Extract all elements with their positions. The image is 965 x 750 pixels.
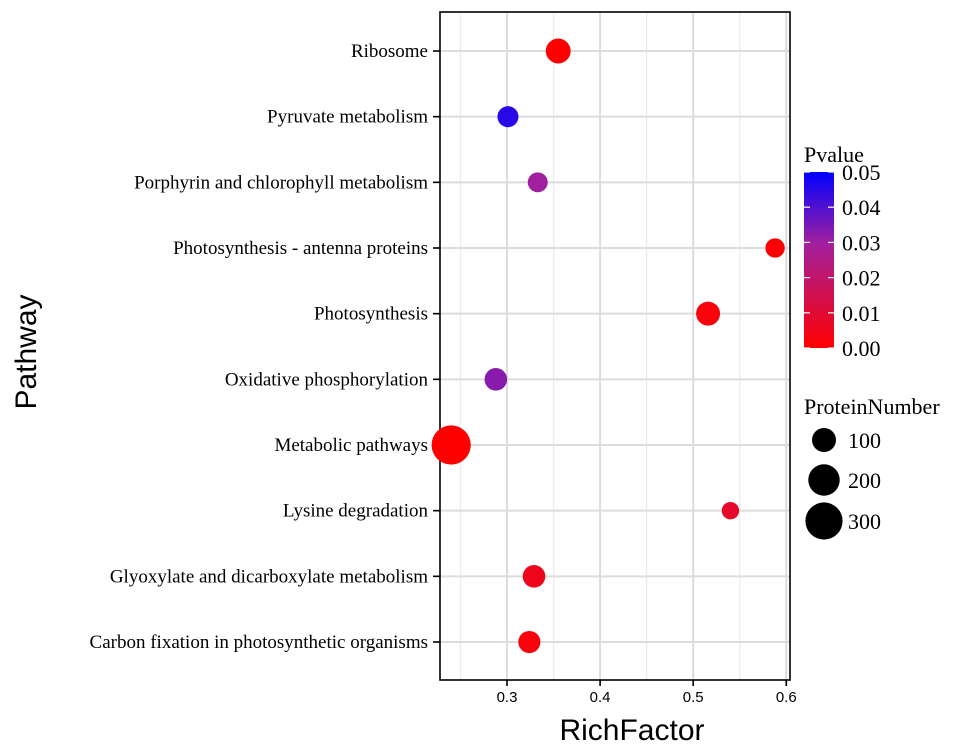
y-tick-label: Lysine degradation <box>283 501 429 522</box>
protein-number-legend-items: 100 200 300 <box>805 428 881 540</box>
pvalue-legend: Pvalue 0.00 0.01 0.02 0.03 0.04 0.05 <box>804 142 881 361</box>
data-point <box>497 106 519 128</box>
grid <box>440 12 790 680</box>
y-tick-label: Pyruvate metabolism <box>267 107 428 128</box>
y-tick-label: Oxidative phosphorylation <box>225 369 429 390</box>
size-legend-label: 200 <box>848 468 881 493</box>
y-axis-label: Pathway <box>10 294 43 409</box>
pvalue-colorbar-ticks: 0.00 0.01 0.02 0.03 0.04 0.05 <box>804 160 881 361</box>
colorbar-tick-label: 0.02 <box>842 266 881 291</box>
data-point <box>545 38 571 64</box>
y-tick-label: Metabolic pathways <box>274 435 428 456</box>
colorbar-tick-label: 0.05 <box>842 160 881 185</box>
y-tick-label: Ribosome <box>351 41 428 62</box>
x-tick-label: 0.5 <box>683 689 704 706</box>
data-point <box>518 630 541 654</box>
colorbar-tick-label: 0.01 <box>842 301 881 326</box>
y-tick-label: Carbon fixation in photosynthetic organi… <box>90 632 428 653</box>
data-point <box>431 425 471 465</box>
x-tick-labels: 0.3 0.4 0.5 0.6 <box>497 680 797 706</box>
y-tick-label: Photosynthesis - antenna proteins <box>173 238 428 259</box>
size-legend-circle <box>812 428 836 452</box>
data-point <box>522 565 546 588</box>
size-legend-circle <box>805 502 843 540</box>
size-legend-circle <box>808 464 840 496</box>
x-tick-label: 0.4 <box>590 689 611 706</box>
data-point <box>484 368 508 391</box>
y-tick-label: Glyoxylate and dicarboxylate metabolism <box>110 566 428 587</box>
size-legend-label: 100 <box>848 428 881 453</box>
x-axis-label: RichFactor <box>559 714 704 747</box>
colorbar-tick-label: 0.04 <box>842 195 881 220</box>
y-tick-labels: Ribosome Pyruvate metabolism Porphyrin and… <box>90 41 440 653</box>
y-tick-label: Photosynthesis <box>314 304 428 325</box>
x-tick-label: 0.6 <box>776 689 797 706</box>
colorbar-tick-label: 0.00 <box>842 336 881 361</box>
data-point <box>696 301 721 326</box>
x-tick-label: 0.3 <box>497 689 518 706</box>
data-points <box>431 38 785 654</box>
data-point <box>527 172 548 193</box>
size-legend-label: 300 <box>848 509 881 534</box>
colorbar-tick-label: 0.03 <box>842 230 881 255</box>
pvalue-colorbar <box>804 172 834 348</box>
data-point <box>721 501 740 520</box>
protein-number-legend-title: ProteinNumber <box>804 394 940 419</box>
plot-panel-border <box>439 11 791 681</box>
y-tick-label: Porphyrin and chlorophyll metabolism <box>134 172 428 193</box>
pvalue-legend-title: Pvalue <box>804 142 864 167</box>
data-point <box>765 238 785 258</box>
protein-number-legend: ProteinNumber 100 200 300 <box>804 394 940 540</box>
